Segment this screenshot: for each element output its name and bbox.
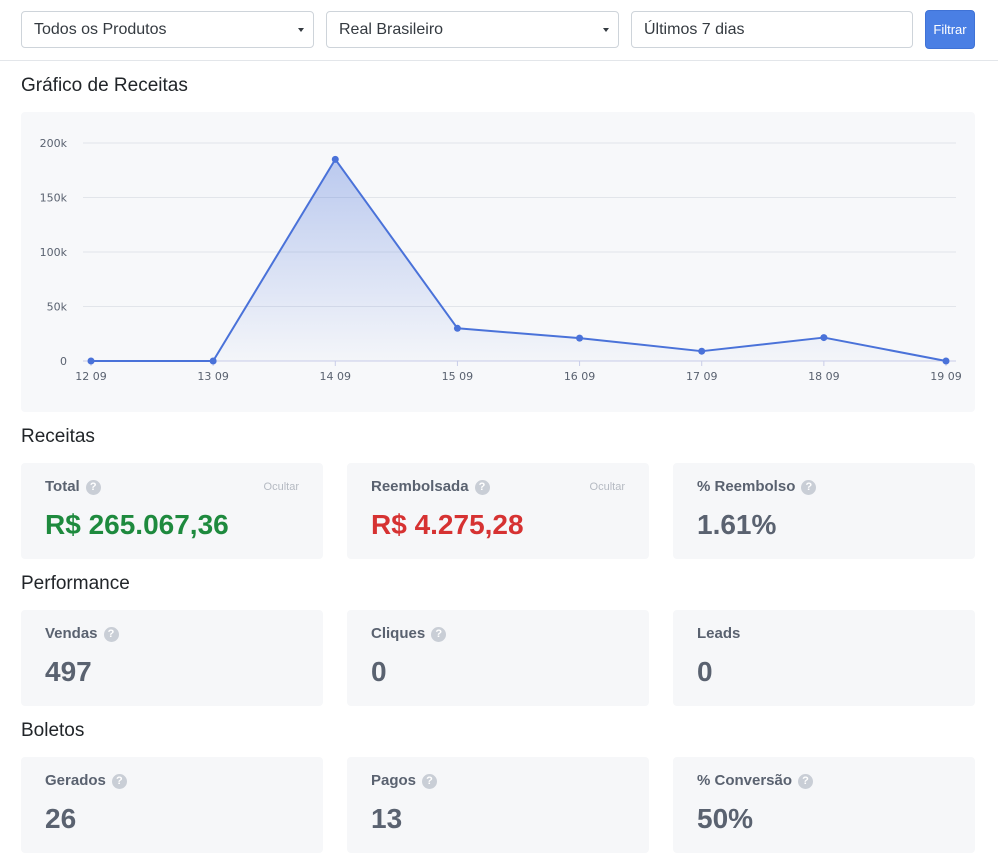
generated-value: 26 [45, 803, 77, 834]
conversion-label: % Conversão [697, 772, 793, 789]
help-icon[interactable]: ? [474, 480, 490, 495]
boletos-title: Boletos [21, 720, 85, 741]
sales-card: Vendas? 497 [21, 610, 323, 706]
revenue-chart: 0 50k 100k 150k 200k 12 09 13 09 14 09 15 09 16 0… [21, 112, 975, 412]
revenue-line [91, 158, 947, 362]
currency-select-value: Real Brasileiro [339, 21, 444, 38]
refunded-label-wrap: Reembolsada? [371, 478, 490, 495]
total-revenue-value: R$ 265.067,36 [45, 509, 229, 540]
refund-percent-value: 1.61% [697, 509, 777, 540]
data-point [209, 357, 217, 365]
generated-label: Gerados [45, 772, 106, 789]
refund-percent-card: % Reembolso? 1.61% [673, 463, 975, 559]
paid-label: Pagos [371, 772, 417, 789]
total-revenue-label-wrap: Total? [45, 478, 101, 495]
x-tick-label: 17 09 [686, 370, 718, 383]
filter-bar: Todos os Produtos Real Brasileiro Último… [0, 0, 998, 61]
help-icon[interactable]: ? [422, 774, 438, 789]
leads-label-wrap: Leads [697, 625, 740, 642]
generated-label-wrap: Gerados? [45, 772, 127, 789]
data-point [331, 155, 339, 163]
x-tick-label: 12 09 [75, 370, 107, 383]
data-point [698, 347, 706, 355]
y-tick-label: 50k [47, 301, 68, 314]
sales-value: 497 [45, 656, 92, 687]
generated-boletos-card: Gerados? 26 [21, 757, 323, 853]
sales-label: Vendas [45, 625, 98, 642]
x-tick-label: 14 09 [320, 370, 352, 383]
total-revenue-card: Total? Ocultar R$ 265.067,36 [21, 463, 323, 559]
y-tick-label: 100k [40, 246, 68, 259]
refunded-revenue-card: Reembolsada? Ocultar R$ 4.275,28 [347, 463, 649, 559]
x-tick-label: 18 09 [808, 370, 840, 383]
refund-percent-label-wrap: % Reembolso? [697, 478, 817, 495]
sales-label-wrap: Vendas? [45, 625, 119, 642]
y-tick-label: 150k [40, 192, 68, 205]
x-tick-label: 15 09 [442, 370, 474, 383]
refund-percent-label: % Reembolso [697, 478, 796, 495]
caret-down-icon [298, 28, 304, 32]
data-point [87, 357, 95, 365]
chart-section-title: Gráfico de Receitas [21, 75, 188, 96]
period-input-value: Últimos 7 dias [644, 21, 745, 38]
y-tick-label: 0 [60, 355, 67, 368]
paid-label-wrap: Pagos? [371, 772, 438, 789]
product-select[interactable]: Todos os Produtos [21, 11, 314, 48]
data-point [820, 334, 828, 342]
conversion-card: % Conversão? 50% [673, 757, 975, 853]
data-point [942, 357, 950, 365]
total-revenue-label: Total [45, 478, 80, 495]
refunded-revenue-label: Reembolsada [371, 478, 469, 495]
revenue-area [91, 159, 946, 361]
clicks-label: Cliques [371, 625, 426, 642]
clicks-value: 0 [371, 656, 387, 687]
hide-total-link[interactable]: Ocultar [263, 481, 299, 493]
clicks-label-wrap: Cliques? [371, 625, 447, 642]
hide-refunded-link[interactable]: Ocultar [589, 481, 625, 493]
paid-boletos-card: Pagos? 13 [347, 757, 649, 853]
data-point [453, 324, 461, 332]
performance-title: Performance [21, 573, 130, 594]
conversion-value: 50% [697, 803, 754, 834]
caret-down-icon [603, 28, 609, 32]
help-icon[interactable]: ? [798, 774, 814, 789]
conversion-label-wrap: % Conversão? [697, 772, 814, 789]
data-point [576, 334, 584, 342]
filter-button[interactable]: Filtrar [925, 10, 975, 49]
x-tick-label: 16 09 [564, 370, 596, 383]
leads-label: Leads [697, 625, 741, 642]
leads-card: Leads 0 [673, 610, 975, 706]
product-select-value: Todos os Produtos [34, 21, 167, 38]
clicks-card: Cliques? 0 [347, 610, 649, 706]
help-icon[interactable]: ? [801, 480, 817, 495]
currency-select[interactable]: Real Brasileiro [326, 11, 619, 48]
help-icon[interactable]: ? [431, 627, 447, 642]
y-tick-label: 200k [40, 137, 68, 150]
period-input[interactable]: Últimos 7 dias [631, 11, 913, 48]
paid-value: 13 [371, 803, 403, 834]
help-icon[interactable]: ? [85, 480, 101, 495]
help-icon[interactable]: ? [111, 774, 127, 789]
receitas-title: Receitas [21, 426, 95, 447]
help-icon[interactable]: ? [103, 627, 119, 642]
x-tick-label: 19 09 [930, 370, 962, 383]
x-tick-label: 13 09 [197, 370, 229, 383]
refunded-revenue-value: R$ 4.275,28 [371, 509, 524, 540]
revenue-chart-svg: 0 50k 100k 150k 200k 12 09 13 09 14 09 15 09 16 0… [40, 137, 962, 383]
leads-value: 0 [697, 656, 713, 687]
